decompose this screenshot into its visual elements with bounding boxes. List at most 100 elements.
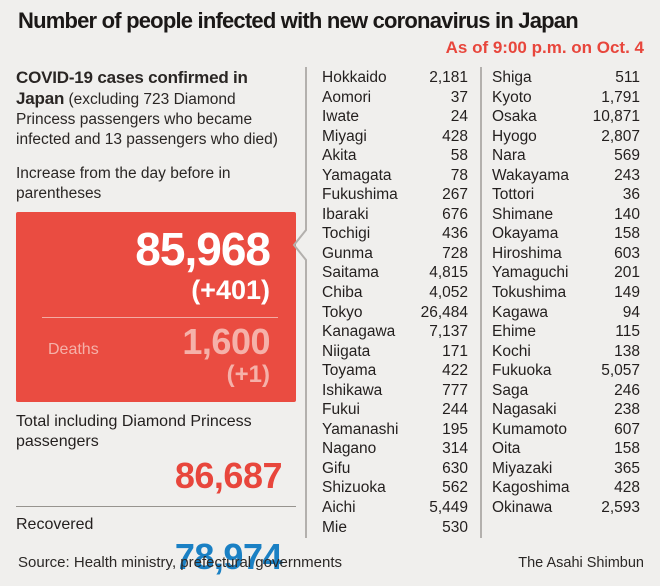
as-of-date: As of 9:00 p.m. on Oct. 4 xyxy=(445,38,644,57)
prefecture-name: Tottori xyxy=(492,186,535,204)
prefecture-cases: 195 xyxy=(442,420,468,438)
prefecture-row: Yamagata 78 xyxy=(322,166,468,186)
total-cases-change: (+401) xyxy=(191,275,270,305)
prefecture-name: Fukushima xyxy=(322,186,398,204)
prefecture-name: Iwate xyxy=(322,108,360,126)
prefecture-cases: 728 xyxy=(442,244,468,262)
including-diamond-princess-label: Total including Diamond Princess passeng… xyxy=(16,413,252,450)
recovered-label: Recovered xyxy=(16,516,94,533)
prefecture-cases: 26,484 xyxy=(420,303,468,321)
prefecture-name: Wakayama xyxy=(492,166,569,184)
prefecture-cases: 5,057 xyxy=(601,362,640,380)
prefecture-column-2: Shiga 511 Kyoto 1,791 Osaka 10,871 Hyogo… xyxy=(492,68,640,518)
prefecture-cases: 603 xyxy=(614,244,640,262)
prefecture-row: Aomori 37 xyxy=(322,88,468,108)
prefecture-cases: 422 xyxy=(442,362,468,380)
page-title: Number of people infected with new coron… xyxy=(18,8,579,33)
prefecture-row: Mie 530 xyxy=(322,518,468,538)
prefecture-row: Kagoshima 428 xyxy=(492,478,640,498)
prefecture-row: Fukui 244 xyxy=(322,400,468,420)
prefecture-name: Ibaraki xyxy=(322,205,369,223)
total-cases-box: 85,968 (+401) Deaths 1,600 (+1) xyxy=(16,212,296,402)
prefecture-row: Tokyo 26,484 xyxy=(322,303,468,323)
prefecture-row: Chiba 4,052 xyxy=(322,283,468,303)
prefecture-name: Okinawa xyxy=(492,499,553,517)
prefecture-row: Hokkaido 2,181 xyxy=(322,68,468,88)
prefecture-name: Niigata xyxy=(322,342,371,360)
prefecture-row: Saitama 4,815 xyxy=(322,263,468,283)
prefecture-name: Aichi xyxy=(322,499,356,517)
prefecture-cases: 94 xyxy=(622,303,640,321)
column-divider-pointer xyxy=(292,67,307,538)
intro-text-rest: (excluding 723 Diamond Princess passenge… xyxy=(16,91,278,148)
prefecture-row: Ishikawa 777 xyxy=(322,381,468,401)
footer: Source: Health ministry, prefectural gov… xyxy=(18,554,644,571)
prefecture-cases: 2,807 xyxy=(601,127,640,145)
prefecture-cases: 158 xyxy=(614,440,640,458)
prefecture-cases: 115 xyxy=(615,323,640,341)
prefecture-row: Saga 246 xyxy=(492,381,640,401)
prefecture-row: Tokushima 149 xyxy=(492,283,640,303)
prefecture-name: Fukui xyxy=(322,401,360,419)
prefecture-name: Nara xyxy=(492,147,526,165)
prefecture-cases: 314 xyxy=(442,440,468,458)
prefecture-row: Tottori 36 xyxy=(492,185,640,205)
source-note: Source: Health ministry, prefectural gov… xyxy=(18,554,343,571)
prefecture-cases: 138 xyxy=(614,342,640,360)
summary-panel: COVID-19 cases confirmed in Japan (exclu… xyxy=(16,68,296,577)
prefecture-cases: 1,791 xyxy=(601,88,640,106)
prefecture-row: Aichi 5,449 xyxy=(322,498,468,518)
prefecture-name: Akita xyxy=(322,147,357,165)
prefecture-cases: 7,137 xyxy=(429,323,468,341)
prefecture-cases: 436 xyxy=(442,225,468,243)
prefecture-cases: 201 xyxy=(614,264,640,282)
prefecture-row: Miyazaki 365 xyxy=(492,459,640,479)
prefecture-row: Toyama 422 xyxy=(322,361,468,381)
deaths-label: Deaths xyxy=(48,341,99,358)
prefecture-cases: 37 xyxy=(450,88,468,106)
increase-note: Increase from the day before in parenthe… xyxy=(16,165,231,202)
prefecture-name: Nagano xyxy=(322,440,377,458)
prefecture-cases: 24 xyxy=(450,108,468,126)
prefecture-row: Shiga 511 xyxy=(492,68,640,88)
prefecture-row: Ehime 115 xyxy=(492,322,640,342)
prefecture-row: Iwate 24 xyxy=(322,107,468,127)
prefecture-name: Osaka xyxy=(492,108,537,126)
prefecture-row: Yamaguchi 201 xyxy=(492,263,640,283)
prefecture-cases: 238 xyxy=(614,401,640,419)
prefecture-row: Hiroshima 603 xyxy=(492,244,640,264)
prefecture-row: Kyoto 1,791 xyxy=(492,88,640,108)
column-divider xyxy=(480,67,482,538)
prefecture-cases: 5,449 xyxy=(429,499,468,517)
prefecture-name: Hyogo xyxy=(492,127,537,145)
publisher-credit: The Asahi Shimbun xyxy=(518,555,644,571)
prefecture-cases: 676 xyxy=(442,205,468,223)
prefecture-name: Aomori xyxy=(322,88,372,106)
prefecture-cases: 10,871 xyxy=(592,108,640,126)
prefecture-row: Kagawa 94 xyxy=(492,303,640,323)
prefecture-cases: 267 xyxy=(442,186,468,204)
prefecture-row: Fukushima 267 xyxy=(322,185,468,205)
prefecture-name: Chiba xyxy=(322,284,363,302)
prefecture-name: Nagasaki xyxy=(492,401,557,419)
prefecture-name: Kagoshima xyxy=(492,479,570,497)
prefecture-row: Shizuoka 562 xyxy=(322,478,468,498)
prefecture-cases: 777 xyxy=(442,381,468,399)
prefecture-name: Kumamoto xyxy=(492,420,567,438)
prefecture-name: Miyagi xyxy=(322,127,367,145)
prefecture-cases: 2,181 xyxy=(429,69,468,86)
prefecture-row: Niigata 171 xyxy=(322,342,468,362)
prefecture-row: Fukuoka 5,057 xyxy=(492,361,640,381)
prefecture-cases: 2,593 xyxy=(601,499,640,517)
prefecture-cases: 562 xyxy=(442,479,468,497)
deaths-value: 1,600 xyxy=(182,321,270,362)
prefecture-name: Kagawa xyxy=(492,303,549,321)
prefecture-name: Ehime xyxy=(492,323,536,341)
prefecture-cases: 630 xyxy=(442,459,468,477)
prefecture-column-1: Hokkaido 2,181 Aomori 37 Iwate 24 Miyagi… xyxy=(322,68,468,537)
prefecture-cases: 4,815 xyxy=(429,264,468,282)
prefecture-name: Toyama xyxy=(322,362,377,380)
prefecture-name: Shimane xyxy=(492,205,554,223)
prefecture-name: Kanagawa xyxy=(322,323,396,341)
